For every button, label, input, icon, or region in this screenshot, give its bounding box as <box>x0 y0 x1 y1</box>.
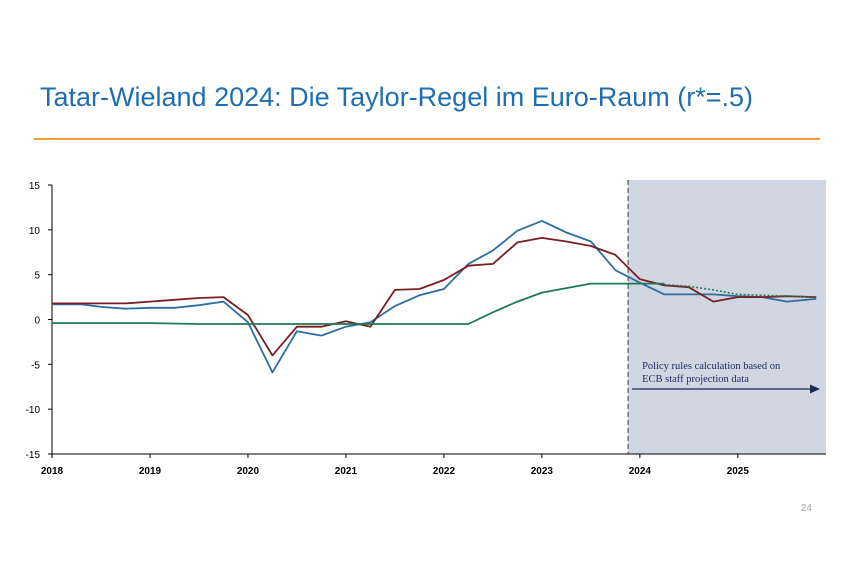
x-tick-label: 2019 <box>139 466 162 477</box>
y-tick-label: -10 <box>26 405 41 416</box>
y-tick-label: 15 <box>29 181 41 192</box>
series-line-0 <box>52 219 817 374</box>
chart-series <box>52 219 817 374</box>
projection-arrowhead <box>810 384 820 394</box>
x-tick-label: 2025 <box>727 466 750 477</box>
series-line-3 <box>664 283 817 298</box>
x-tick-label: 2023 <box>531 466 554 477</box>
title-underline <box>34 138 820 140</box>
x-tick-label: 2020 <box>237 466 260 477</box>
series-line-1 <box>52 236 817 357</box>
y-tick-label: 0 <box>34 316 40 327</box>
projection-annotation: Policy rules calculation based on ECB st… <box>632 361 820 394</box>
annotation-line1: Policy rules calculation based on <box>642 361 781 372</box>
series-line-2 <box>52 282 665 325</box>
projection-shade <box>628 180 826 454</box>
x-tick-label: 2024 <box>629 466 652 477</box>
annotation-line2: ECB staff projection data <box>642 374 749 385</box>
y-tick-label: -5 <box>31 360 40 371</box>
y-tick-label: -15 <box>26 450 41 461</box>
page-number: 24 <box>800 503 812 514</box>
y-tick-label: 10 <box>29 226 41 237</box>
x-tick-label: 2018 <box>41 466 64 477</box>
slide-title: Tatar-Wieland 2024: Die Taylor-Regel im … <box>40 82 754 112</box>
y-tick-label: 5 <box>34 271 40 282</box>
x-tick-label: 2022 <box>433 466 456 477</box>
x-tick-label: 2021 <box>335 466 358 477</box>
